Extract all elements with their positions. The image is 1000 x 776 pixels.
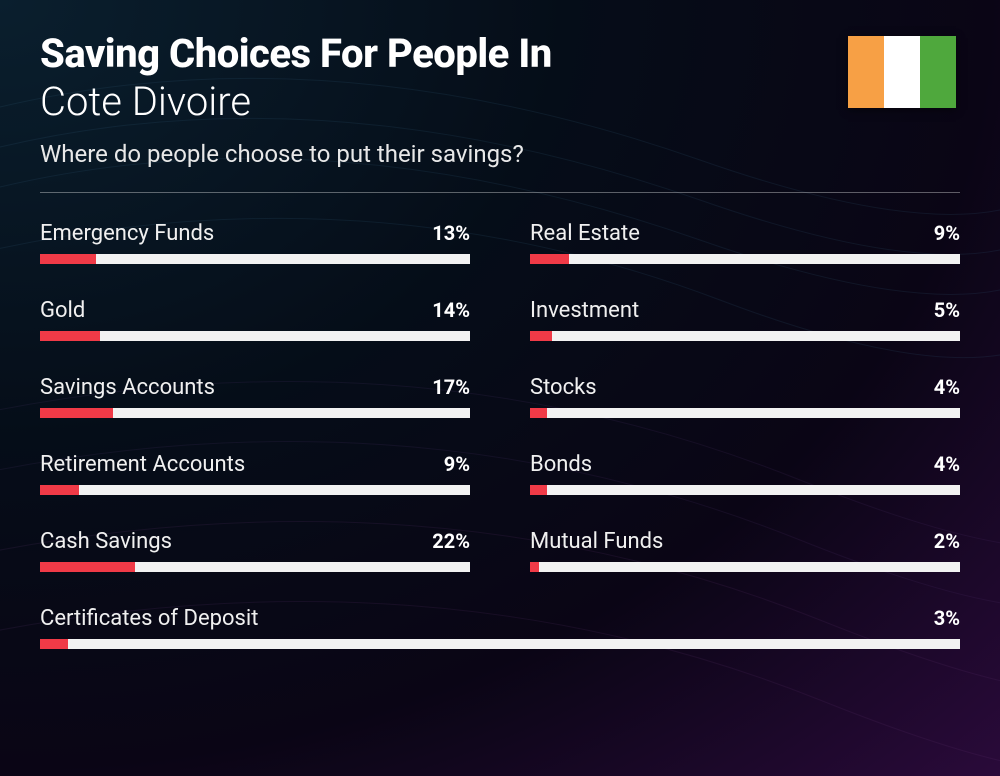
chart-item-head: Retirement Accounts 9% bbox=[40, 452, 470, 477]
chart-item-value: 9% bbox=[934, 221, 960, 245]
chart-item-head: Emergency Funds 13% bbox=[40, 221, 470, 246]
chart-item-value: 4% bbox=[934, 452, 960, 476]
chart-item: Savings Accounts 17% bbox=[40, 375, 470, 418]
chart-item-value: 17% bbox=[432, 375, 470, 399]
bar-fill bbox=[40, 562, 135, 572]
divider bbox=[40, 192, 960, 193]
bar-fill bbox=[530, 408, 547, 418]
chart-item-label: Mutual Funds bbox=[530, 529, 663, 554]
chart-item-label: Real Estate bbox=[530, 221, 640, 246]
chart-item: Retirement Accounts 9% bbox=[40, 452, 470, 495]
title-sub: Cote Divoire bbox=[40, 78, 848, 126]
bar-track bbox=[40, 331, 470, 341]
bar-fill bbox=[530, 331, 552, 341]
bar-track bbox=[530, 408, 960, 418]
chart-grid: Emergency Funds 13% Real Estate 9% Gold 14% In… bbox=[40, 221, 960, 649]
chart-item-label: Bonds bbox=[530, 452, 592, 477]
chart-item-head: Cash Savings 22% bbox=[40, 529, 470, 554]
chart-item: Real Estate 9% bbox=[530, 221, 960, 264]
chart-item-head: Mutual Funds 2% bbox=[530, 529, 960, 554]
header: Saving Choices For People In Cote Divoir… bbox=[40, 32, 960, 168]
chart-item-head: Savings Accounts 17% bbox=[40, 375, 470, 400]
bar-fill bbox=[530, 562, 539, 572]
flag-stripe-2 bbox=[884, 36, 920, 108]
chart-item: Gold 14% bbox=[40, 298, 470, 341]
chart-item-value: 22% bbox=[432, 529, 470, 553]
flag-stripe-3 bbox=[920, 36, 956, 108]
chart-item-label: Certificates of Deposit bbox=[40, 606, 258, 631]
bar-track bbox=[530, 331, 960, 341]
bar-fill bbox=[40, 254, 96, 264]
chart-item-head: Real Estate 9% bbox=[530, 221, 960, 246]
chart-item-label: Cash Savings bbox=[40, 529, 172, 554]
bar-fill bbox=[530, 485, 547, 495]
subtitle: Where do people choose to put their savi… bbox=[40, 140, 848, 168]
chart-item-head: Gold 14% bbox=[40, 298, 470, 323]
chart-item-value: 14% bbox=[432, 298, 470, 322]
chart-item: Cash Savings 22% bbox=[40, 529, 470, 572]
chart-item: Stocks 4% bbox=[530, 375, 960, 418]
chart-item: Bonds 4% bbox=[530, 452, 960, 495]
bar-track bbox=[40, 254, 470, 264]
chart-item: Investment 5% bbox=[530, 298, 960, 341]
flag-stripe-1 bbox=[848, 36, 884, 108]
bar-track bbox=[40, 562, 470, 572]
chart-item-head: Bonds 4% bbox=[530, 452, 960, 477]
chart-item: Certificates of Deposit 3% bbox=[40, 606, 960, 649]
bar-fill bbox=[40, 331, 100, 341]
bar-fill bbox=[40, 639, 68, 649]
bar-track bbox=[40, 639, 960, 649]
bar-fill bbox=[40, 485, 79, 495]
chart-item-value: 4% bbox=[934, 375, 960, 399]
chart-item-value: 2% bbox=[934, 529, 960, 553]
bar-track bbox=[530, 485, 960, 495]
chart-item-value: 5% bbox=[934, 298, 960, 322]
bar-track bbox=[530, 562, 960, 572]
bar-fill bbox=[40, 408, 113, 418]
bar-fill bbox=[530, 254, 569, 264]
bar-track bbox=[530, 254, 960, 264]
chart-item: Mutual Funds 2% bbox=[530, 529, 960, 572]
chart-item-value: 3% bbox=[934, 606, 960, 630]
chart-item-head: Investment 5% bbox=[530, 298, 960, 323]
chart-item-value: 13% bbox=[432, 221, 470, 245]
chart-item-label: Investment bbox=[530, 298, 639, 323]
chart-item-head: Stocks 4% bbox=[530, 375, 960, 400]
chart-item-value: 9% bbox=[444, 452, 470, 476]
chart-item-label: Stocks bbox=[530, 375, 597, 400]
chart-item: Emergency Funds 13% bbox=[40, 221, 470, 264]
chart-item-head: Certificates of Deposit 3% bbox=[40, 606, 960, 631]
bar-track bbox=[40, 408, 470, 418]
chart-item-label: Emergency Funds bbox=[40, 221, 214, 246]
flag-icon bbox=[848, 36, 956, 108]
chart-item-label: Retirement Accounts bbox=[40, 452, 245, 477]
chart-item-label: Gold bbox=[40, 298, 85, 323]
chart-item-label: Savings Accounts bbox=[40, 375, 215, 400]
title-main: Saving Choices For People In bbox=[40, 32, 848, 76]
bar-track bbox=[40, 485, 470, 495]
